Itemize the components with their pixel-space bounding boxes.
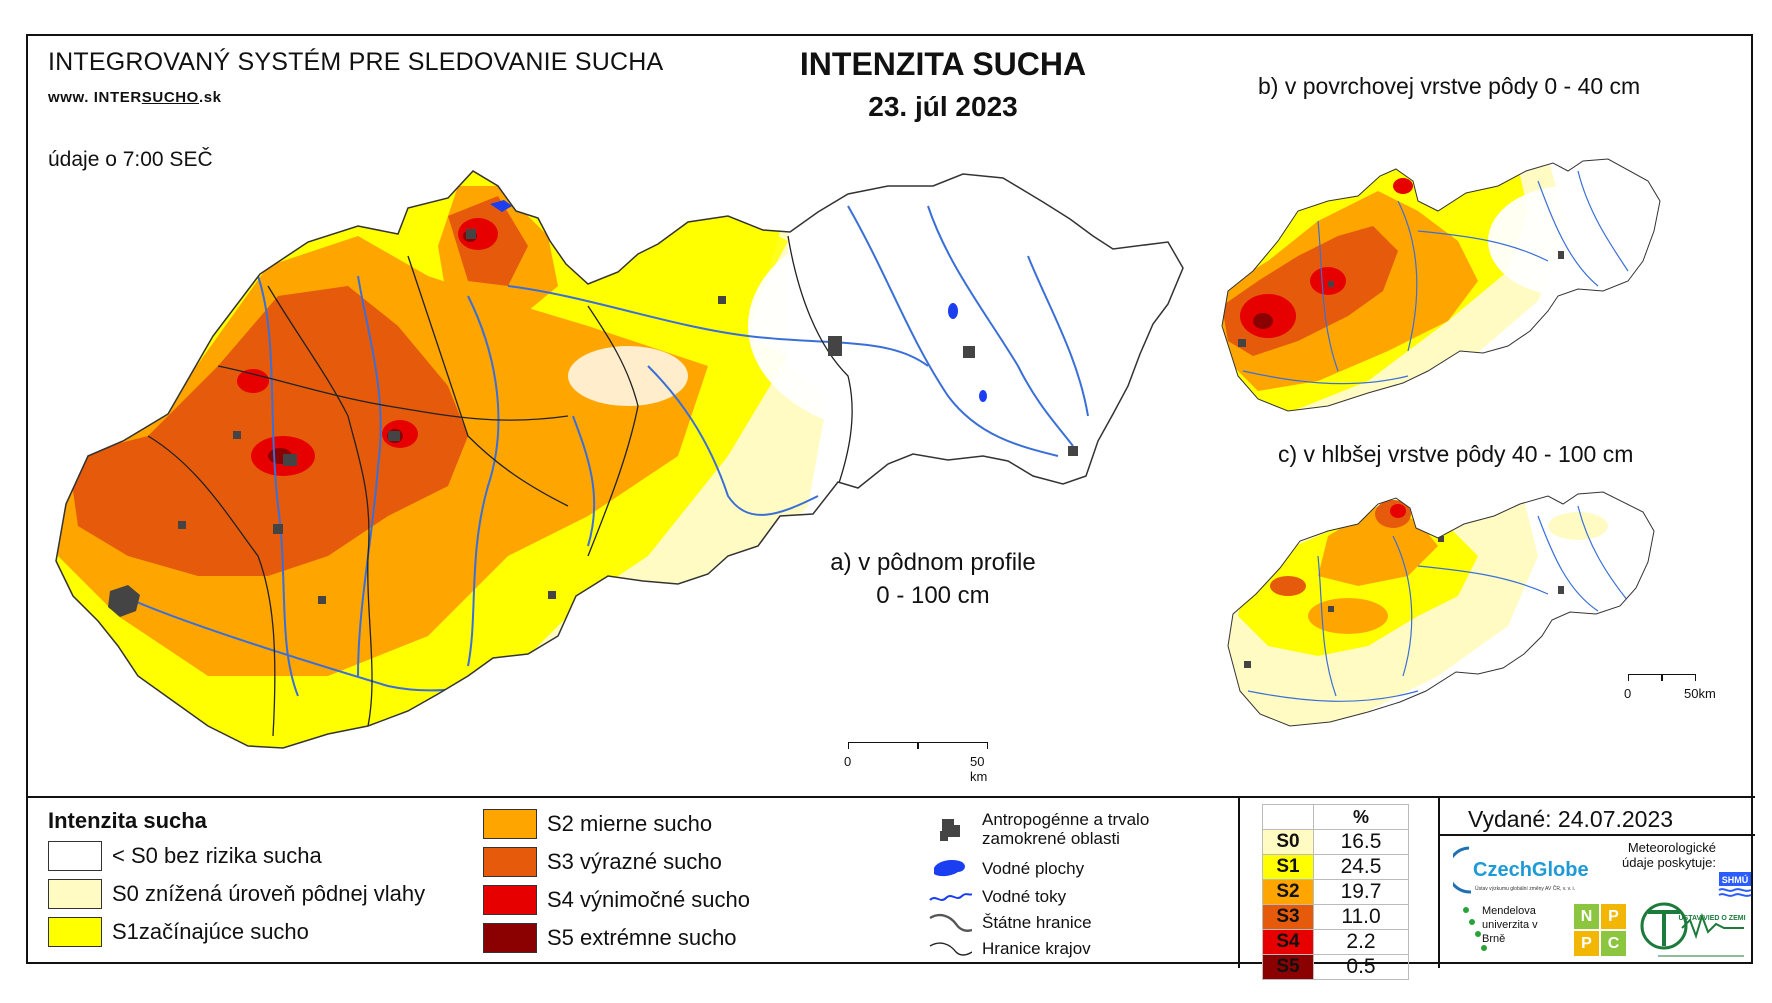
- map-title: INTENZITA SUCHA: [799, 46, 1087, 82]
- svg-text:SHMÚ: SHMÚ: [1722, 874, 1749, 885]
- symbol-water-body: Vodné plochy: [928, 854, 1084, 882]
- map-c-label: c) v hlbšej vrstve pôdy 40 - 100 cm: [1278, 441, 1634, 467]
- legend-swatch: [483, 923, 537, 953]
- urban-area-icon: [940, 819, 960, 841]
- legend-item-s1: S1začínajúce sucho: [48, 916, 309, 948]
- table-row: S0 16.5: [1262, 829, 1409, 855]
- legend-swatch: [483, 847, 537, 877]
- mendelu-logo: Mendelova univerzita v Brně: [1458, 904, 1558, 965]
- symbol-river: Vodné toky: [928, 882, 1066, 910]
- czechglobe-logo: CzechGlobe Ústav výzkumu globální změny …: [1446, 842, 1613, 898]
- table-row: S5 0.5: [1262, 954, 1409, 980]
- divider: [1238, 798, 1240, 968]
- drought-percentage-table: % S0 16.5 S1 24.5 S2 19.7 S3 11.0 S4 2.2 S5 0.…: [1262, 804, 1409, 980]
- symbol-region-border: Hranice krajov: [928, 934, 1091, 962]
- legend-item-s0: S0 znížená úroveň pôdnej vlahy: [48, 878, 425, 910]
- legend-panel: Intenzita sucha < S0 bez rizika sucha S0…: [28, 796, 1755, 980]
- table-row: S1 24.5: [1262, 854, 1409, 880]
- shmu-logo: SHMÚ: [1718, 868, 1752, 903]
- water-body-icon: [934, 860, 965, 877]
- divider: [1438, 798, 1440, 968]
- legend-swatch: [48, 879, 102, 909]
- legend-swatch: [483, 885, 537, 915]
- table-row: S4 2.2: [1262, 929, 1409, 955]
- map-a-scale-bar: 0 50 km: [844, 742, 998, 784]
- state-border-icon: [929, 913, 972, 932]
- website-link[interactable]: www. INTERSUCHO.sk: [48, 89, 222, 106]
- table-row: S3 11.0: [1262, 904, 1409, 930]
- legend-swatch: [48, 917, 102, 947]
- river-icon: [929, 893, 972, 901]
- legend-swatch: [483, 809, 537, 839]
- legend-item-s2: S2 mierne sucho: [483, 808, 712, 840]
- map-c-scale-bar: 0 50km: [1624, 674, 1738, 704]
- legend-title: Intenzita sucha: [48, 808, 207, 833]
- symbol-state-border: Štátne hranice: [928, 908, 1092, 936]
- legend-item-s5: S5 extrémne sucho: [483, 922, 737, 954]
- legend-item-s4: S4 výnimočné sucho: [483, 884, 750, 916]
- npc-logo: N P P C: [1574, 904, 1626, 956]
- system-title: INTEGROVANÝ SYSTÉM PRE SLEDOVANIE SUCHA: [48, 48, 664, 76]
- table-row: S2 19.7: [1262, 879, 1409, 905]
- issued-date: Vydané: 24.07.2023: [1468, 806, 1674, 832]
- uvz-logo: ÚSTAV VIED O ZEMI: [1638, 898, 1748, 962]
- legend-swatch: [48, 841, 102, 871]
- map-b-label: b) v povrchovej vrstve pôdy 0 - 40 cm: [1258, 73, 1641, 99]
- deep-layer-drought-map: [1227, 491, 1655, 727]
- symbol-urban-area: Antropogénne a trvalo zamokrené oblasti: [928, 810, 1188, 848]
- data-time-note: údaje o 7:00 SEČ: [48, 148, 213, 171]
- svg-text:Ústav výzkumu globální změny A: Ústav výzkumu globální změny AV ČR, v. v…: [1475, 885, 1575, 892]
- svg-text:CzechGlobe: CzechGlobe: [1473, 859, 1589, 881]
- shmu-credit-text: Meteorologické údaje poskytuje:: [1622, 840, 1716, 870]
- legend-item-below-s0: < S0 bez rizika sucha: [48, 840, 322, 872]
- region-border-icon: [929, 942, 972, 956]
- map-a-label: a) v pôdnom profile 0 - 100 cm: [830, 549, 1036, 609]
- map-frame: INTEGROVANÝ SYSTÉM PRE SLEDOVANIE SUCHA …: [26, 34, 1755, 980]
- main-drought-map: [55, 170, 1184, 749]
- state-border: [55, 170, 1184, 749]
- legend-item-s3: S3 výrazné sucho: [483, 846, 722, 878]
- svg-text:ÚSTAV VIED O ZEMI: ÚSTAV VIED O ZEMI: [1678, 913, 1745, 922]
- surface-layer-drought-map: [1221, 158, 1661, 412]
- map-date: 23. júl 2023: [868, 91, 1018, 122]
